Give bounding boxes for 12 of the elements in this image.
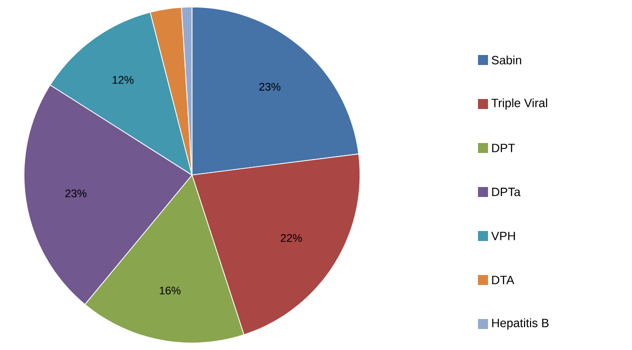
legend-label: Hepatitis B bbox=[492, 318, 549, 330]
legend-label: DPT bbox=[492, 144, 515, 152]
data-label: 12% bbox=[112, 76, 134, 84]
legend-label: Sabin bbox=[492, 56, 522, 64]
data-label: 23% bbox=[65, 190, 86, 198]
data-label: 23% bbox=[259, 82, 280, 91]
data-label: 22% bbox=[280, 234, 302, 242]
legend-label: DPTa bbox=[492, 188, 521, 196]
legend-label: Triple Viral bbox=[491, 98, 548, 110]
data-label: 16% bbox=[160, 286, 181, 294]
legend-label: DTA bbox=[492, 276, 514, 284]
legend-label: VPH bbox=[491, 232, 515, 240]
